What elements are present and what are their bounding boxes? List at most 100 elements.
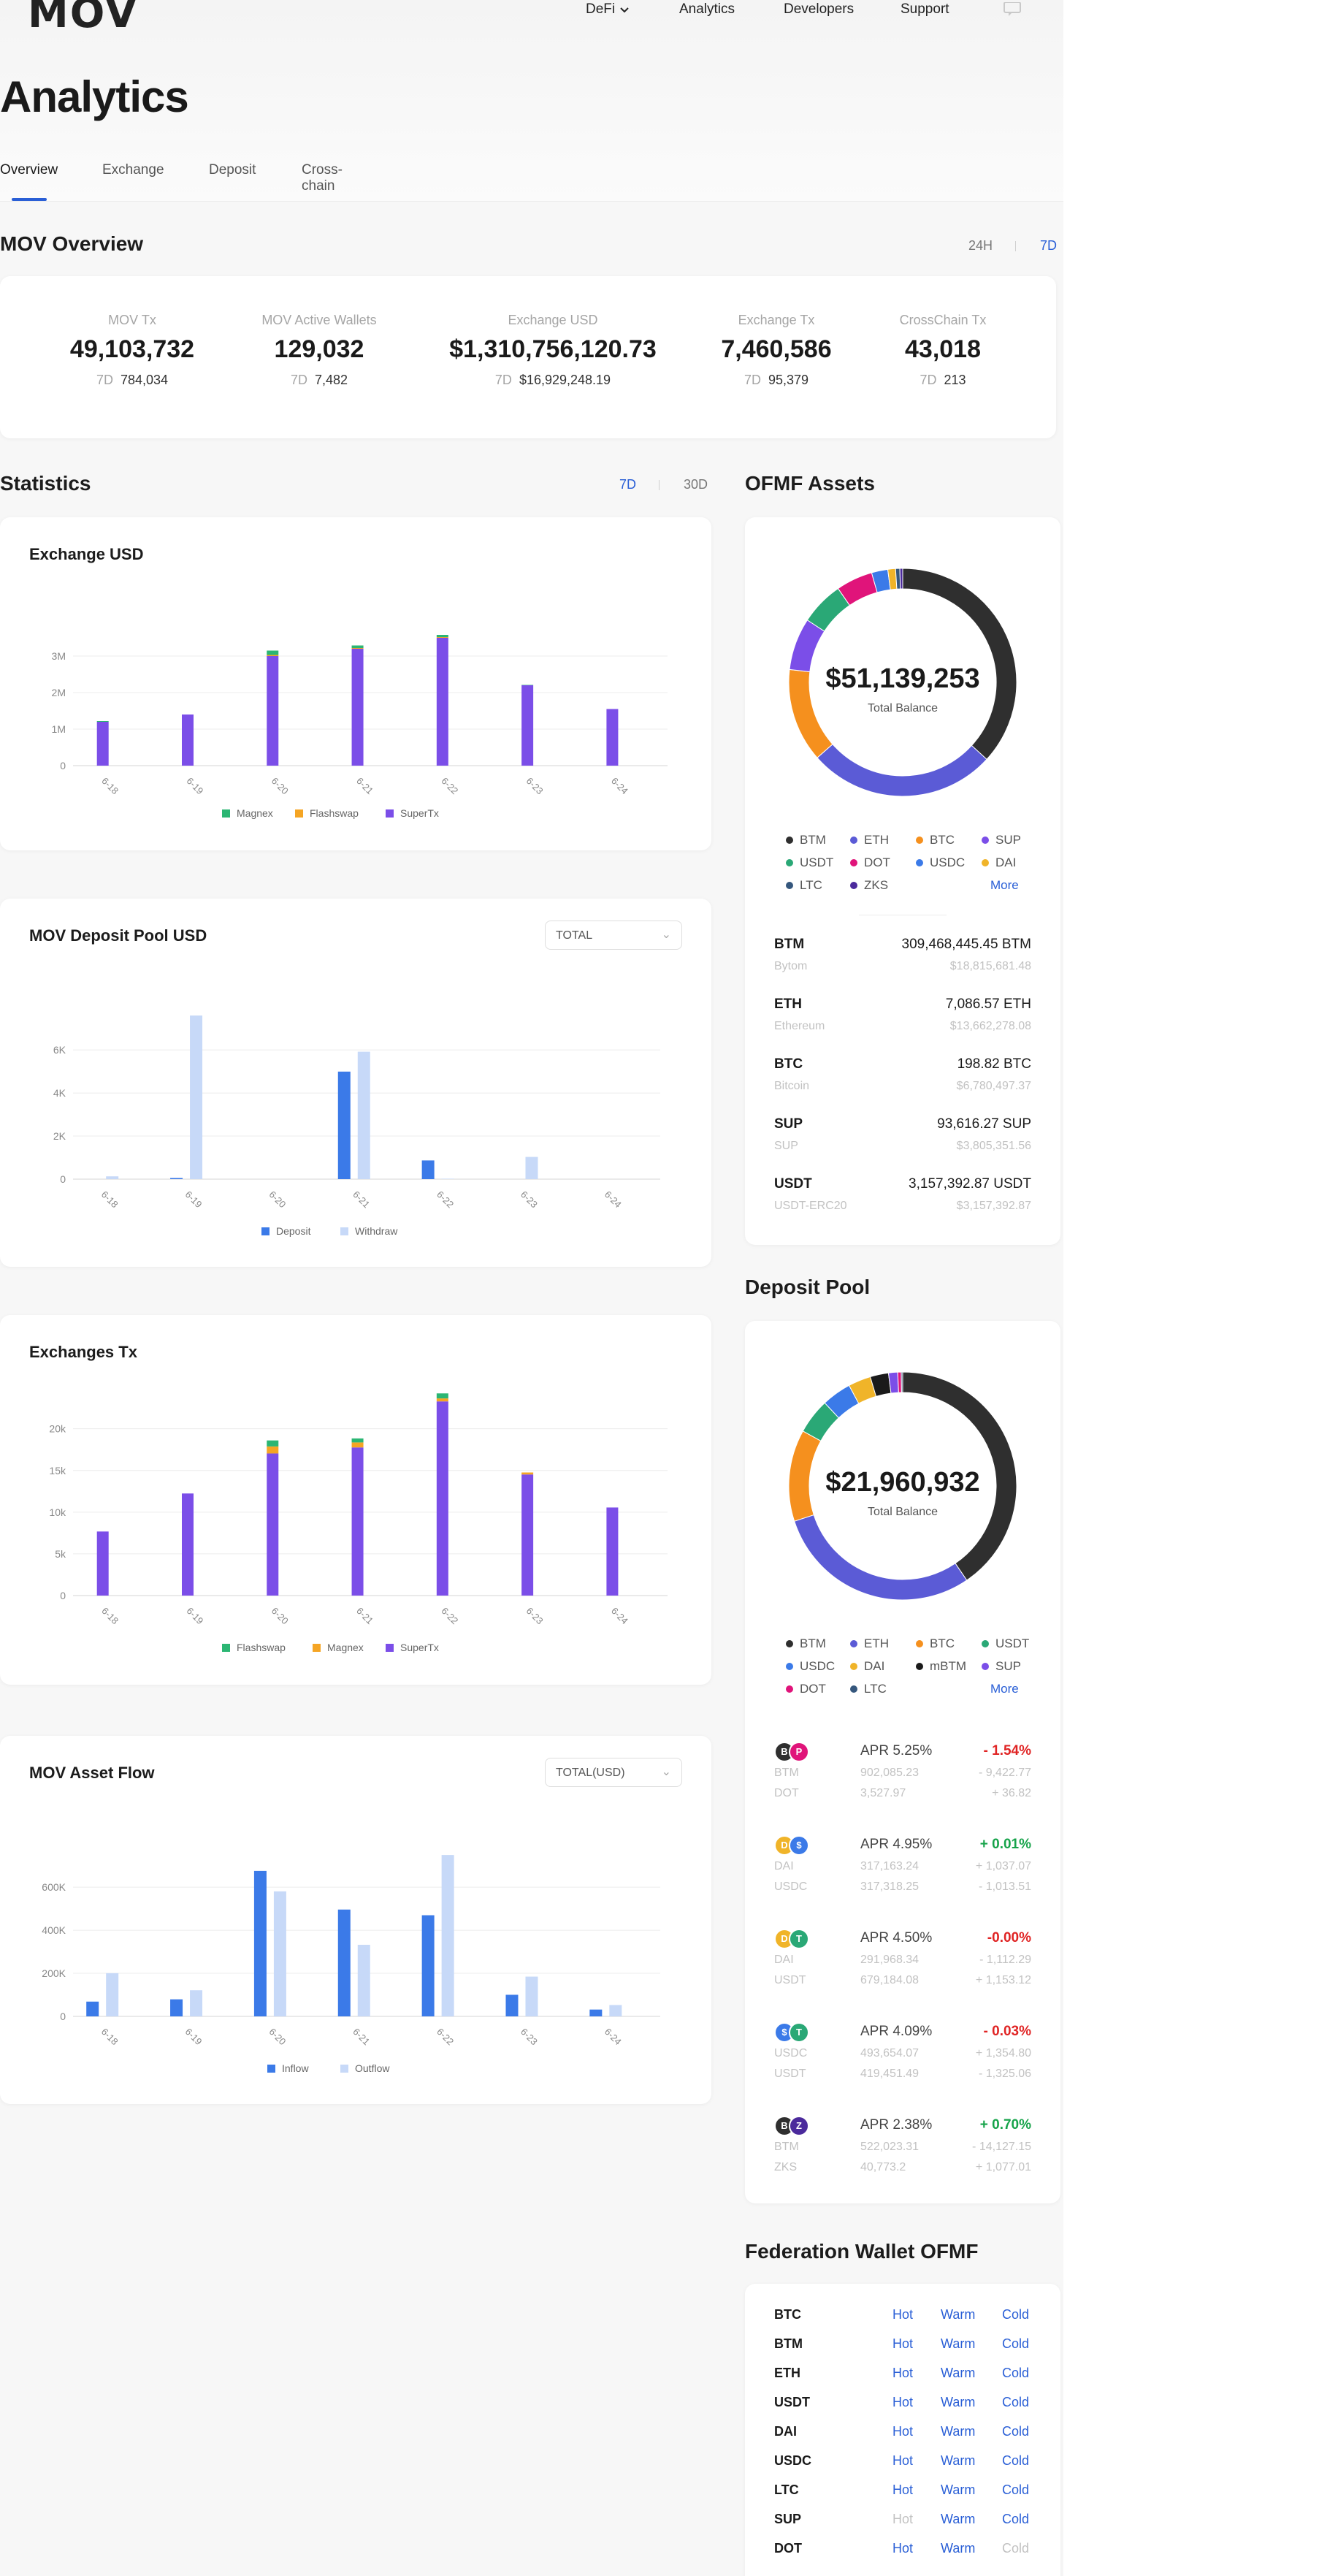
exchange-usd-card: Exchange USD 0 1M 2M 3M 6-18 6-19 6-20 6-21 6-22… (0, 517, 711, 850)
warm-wallet-link[interactable]: Warm (941, 2307, 976, 2322)
warm-wallet-link[interactable]: Warm (941, 2482, 976, 2497)
cold-wallet-link[interactable]: Cold (1002, 2336, 1030, 2351)
asset-row[interactable]: BTC 198.82 BTC Bitcoin $6,780,497.37 (774, 1056, 1031, 1102)
warm-wallet-link[interactable]: Warm (941, 2453, 976, 2468)
nav-analytics[interactable]: Analytics (679, 1, 735, 17)
federation-row: DOT Hot Warm Cold (774, 2541, 1031, 2570)
wallet-symbol: SUP (774, 2512, 802, 2526)
cold-wallet-link[interactable]: Cold (1002, 2512, 1030, 2526)
hot-wallet-link[interactable]: Hot (892, 2453, 914, 2468)
hot-wallet-link[interactable]: Hot (892, 2307, 914, 2322)
hot-wallet-link[interactable]: Hot (892, 2336, 914, 2351)
chevron-down-icon: ⌄ (661, 1766, 671, 1778)
pool-change: + 0.70% (979, 2117, 1031, 2133)
pool-row[interactable]: B Z APR 2.38% + 0.70% BTM 522,023.31 - 14,127.… (774, 2116, 1031, 2186)
pool-row[interactable]: D T APR 4.50% -0.00% DAI 291,968.34 - 1,112.29… (774, 1929, 1031, 1999)
mov-logo[interactable]: MOV (28, 0, 139, 37)
legend-label: ZKS (864, 878, 889, 892)
nav-support[interactable]: Support (901, 1, 949, 17)
token-amount: 3,527.97 (860, 1787, 906, 1799)
token-icon: $ (789, 1835, 809, 1856)
legend-label: Deposit (276, 1225, 311, 1237)
hot-wallet-link[interactable]: Hot (892, 2482, 914, 2497)
legend-label: Magnex (237, 807, 273, 819)
legend-item: mBTM (916, 1659, 966, 1674)
token-symbol: BTM (774, 2141, 799, 2153)
legend-dot (786, 1685, 793, 1693)
y-tick-label: 3M (52, 650, 66, 662)
cold-wallet-link[interactable]: Cold (1002, 2366, 1030, 2380)
exchanges-tx-card: Exchanges Tx 0 5k 10k 15k 20k 6-18 6-19 6-20 6-2… (0, 1315, 711, 1685)
nav-developers[interactable]: Developers (784, 1, 855, 17)
cold-wallet-link[interactable]: Cold (1002, 2453, 1030, 2468)
asset-row[interactable]: SUP 93,616.27 SUP SUP $3,805,351.56 (774, 1116, 1031, 1162)
deposit-pool-select[interactable]: TOTAL ⌄ (545, 921, 682, 950)
legend-label: Flashswap (310, 807, 359, 819)
warm-wallet-link[interactable]: Warm (941, 2336, 976, 2351)
deposit-more-link[interactable]: More (990, 1682, 1019, 1696)
tab-exchange[interactable]: Exchange (102, 162, 164, 178)
pool-token-line: ZKS 40,773.2 + 1,077.01 (774, 2161, 1031, 2179)
pool-row[interactable]: D $ APR 4.95% + 0.01% DAI 317,163.24 + 1,037.0… (774, 1835, 1031, 1905)
asset-flow-select[interactable]: TOTAL(USD) ⌄ (545, 1758, 682, 1787)
wallet-symbol: USDC (774, 2453, 812, 2468)
warm-wallet-link[interactable]: Warm (941, 2512, 976, 2526)
token-icon: P (789, 1742, 809, 1762)
x-tick-label: 6-19 (185, 775, 206, 796)
stat-sub-value: 7,482 (314, 373, 348, 387)
chart-title: Exchanges Tx (29, 1343, 137, 1361)
bar-flashswap (436, 1393, 448, 1399)
bar-outflow (609, 2005, 622, 2016)
y-tick-label: 1M (52, 723, 66, 735)
period-24h[interactable]: 24H (968, 238, 993, 253)
hot-wallet-link[interactable]: Hot (892, 2395, 914, 2409)
asset-row[interactable]: USDT 3,157,392.87 USDT USDT-ERC20 $3,157,39… (774, 1176, 1031, 1222)
legend-label: BTC (930, 1636, 955, 1650)
asset-row[interactable]: ETH 7,086.57 ETH Ethereum $13,662,278.08 (774, 997, 1031, 1042)
cold-wallet-link[interactable]: Cold (1002, 2482, 1030, 2497)
hot-wallet-link[interactable]: Hot (892, 2424, 914, 2439)
bar-outflow (357, 1945, 370, 2016)
nav-defi[interactable]: DeFi (586, 0, 630, 19)
tab-overview[interactable]: Overview (0, 162, 58, 178)
legend-dot (916, 1640, 923, 1647)
token-symbol: USDC (774, 2047, 808, 2059)
stat-sub-key: 7D (290, 373, 307, 387)
asset-symbol: ETH (774, 997, 802, 1012)
legend-label: Withdraw (355, 1225, 398, 1237)
warm-wallet-link[interactable]: Warm (941, 2395, 976, 2409)
bar-flashswap (436, 637, 448, 638)
legend-label: DOT (800, 1682, 826, 1696)
period-30d[interactable]: 30D (684, 477, 708, 492)
pool-row[interactable]: B P APR 5.25% - 1.54% BTM 902,085.23 - 9,422.7… (774, 1742, 1031, 1812)
tab-deposit[interactable]: Deposit (209, 162, 256, 178)
asset-row[interactable]: BTM 309,468,445.45 BTM Bytom $18,815,681.48 (774, 937, 1031, 982)
hot-wallet-link[interactable]: Hot (892, 2541, 914, 2556)
stat-sub-key: 7D (920, 373, 937, 387)
cold-wallet-link[interactable]: Cold (1002, 2424, 1030, 2439)
legend-swatch (222, 809, 230, 818)
legend-dot (982, 1663, 989, 1670)
legend-item: USDC (786, 1659, 835, 1674)
legend-label: Outflow (355, 2062, 390, 2074)
warm-wallet-link[interactable]: Warm (941, 2541, 976, 2556)
cold-wallet-link[interactable]: Cold (1002, 2395, 1030, 2409)
period-7d[interactable]: 7D (619, 477, 637, 492)
period-7d[interactable]: 7D (1040, 238, 1058, 253)
hot-wallet-link[interactable]: Hot (892, 2366, 914, 2380)
ofmf-donut-chart (788, 568, 1017, 797)
chat-icon[interactable] (1002, 0, 1022, 19)
legend-item: ETH (850, 1636, 889, 1651)
token-symbol: USDT (774, 2068, 806, 2080)
warm-wallet-link[interactable]: Warm (941, 2424, 976, 2439)
asset-usd-value: $6,780,497.37 (956, 1080, 1031, 1092)
cold-wallet-link[interactable]: Cold (1002, 2307, 1030, 2322)
pool-row[interactable]: $ T APR 4.09% - 0.03% USDC 493,654.07 + 1,354.… (774, 2022, 1031, 2092)
pool-apr: APR 4.50% (860, 1930, 933, 1946)
token-icon: Z (789, 2116, 809, 2136)
legend-item: DOT (786, 1682, 826, 1696)
ofmf-more-link[interactable]: More (990, 878, 1019, 892)
warm-wallet-link[interactable]: Warm (941, 2366, 976, 2380)
x-tick-label: 6-22 (439, 1605, 460, 1626)
tab-cross-chain[interactable]: Cross-chain (302, 162, 343, 194)
